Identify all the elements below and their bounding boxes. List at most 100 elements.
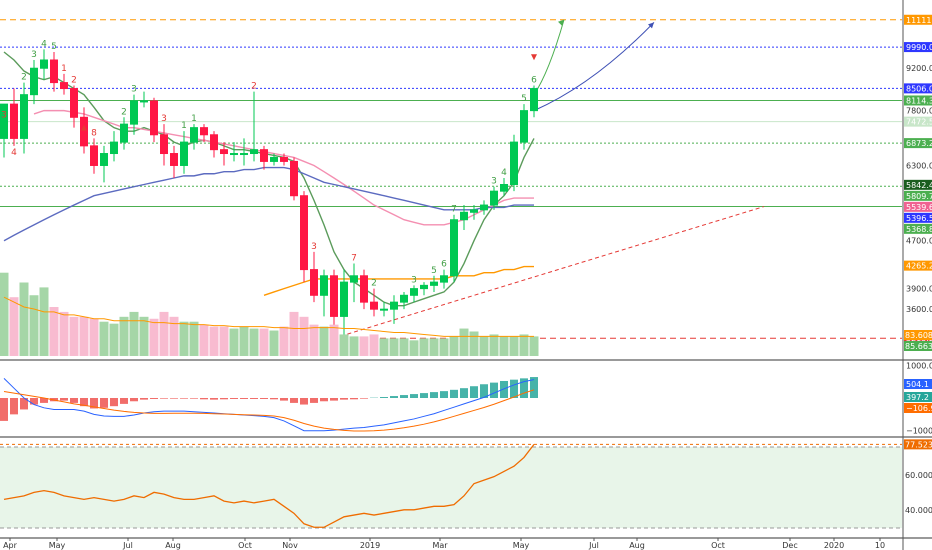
candle[interactable] [250,91,258,162]
candle[interactable] [180,131,188,174]
time-tick-label: 10 [875,541,885,550]
candle[interactable] [480,200,488,215]
candle-body [440,275,448,283]
candle[interactable] [500,178,508,196]
time-tick-label: Mar [432,541,448,550]
candle[interactable] [390,295,398,324]
macd-value-box [904,403,932,413]
candle[interactable] [370,288,378,317]
candle[interactable] [260,145,268,170]
candle-body [80,116,88,147]
td-count-label: 3 [311,242,317,252]
candle-body [310,269,318,296]
candle-body [480,204,488,211]
candle[interactable] [330,269,338,332]
candle[interactable] [150,97,158,143]
volume-bar [89,318,99,356]
price-axis[interactable]: 9200.0 7800.0 6300.0 4700.0 3900.0 3600.0 1111… [904,14,932,515]
candle[interactable] [270,153,278,166]
volume-bar [189,321,199,356]
candle[interactable] [90,138,98,174]
candle-body [110,141,118,155]
macd-value-text: 397.2 [906,393,929,402]
candle[interactable] [320,269,328,317]
macd-histogram-bar [70,398,78,403]
candle-body [350,275,358,283]
candle[interactable] [160,124,168,166]
candle[interactable] [490,186,498,210]
time-tick-label: Jul [122,541,133,550]
td-count-label: 5 [51,42,57,52]
candle[interactable] [300,191,308,283]
candle[interactable] [380,302,388,317]
candle[interactable] [350,263,358,303]
td-count-label: 3 [131,85,137,95]
candle-body [180,141,188,166]
candle[interactable] [230,142,238,162]
candle[interactable] [510,134,518,192]
candle[interactable] [530,85,538,118]
candle[interactable] [340,269,348,340]
macd-panel[interactable] [0,377,538,432]
candle-body [20,94,28,139]
candle-body [520,110,528,143]
macd-value-text: −106.9 [906,404,932,413]
macd-tick-label: 1000.0 [906,361,932,370]
level-label-box [904,116,932,127]
candle[interactable] [280,153,288,166]
candle[interactable] [470,205,478,220]
candle[interactable] [430,275,438,292]
candle[interactable] [40,49,48,80]
volume-bar [0,272,9,356]
candle-body [530,88,538,112]
level-label-box [904,223,932,234]
candle[interactable] [70,85,78,128]
candle[interactable] [290,157,298,201]
macd-tick-label: −1000.0 [906,427,932,436]
candle[interactable] [410,285,418,303]
candle-body [450,219,458,277]
candle[interactable] [420,282,428,296]
candle[interactable] [400,291,408,310]
candle[interactable] [60,73,68,95]
candle[interactable] [140,91,148,108]
macd-histogram-bar [60,398,68,401]
candle-body [240,153,248,156]
candle[interactable] [190,124,198,150]
macd-histogram-bar [160,398,168,399]
candle[interactable] [210,131,218,158]
price-tick-label: 3600.0 [906,305,932,314]
time-axis[interactable]: Apr May Jul Aug Oct Nov 2019 Mar May Jul Aug Oct Dec… [3,538,885,550]
volume-bar [399,338,409,356]
candle-body [30,67,38,96]
candle[interactable] [120,117,128,150]
candle[interactable] [0,103,8,158]
rsi-panel[interactable] [0,443,902,528]
candle[interactable] [460,205,468,231]
candle[interactable] [200,124,208,143]
time-tick-label: 2020 [824,541,844,550]
candle[interactable] [110,131,118,162]
candle[interactable] [100,145,108,183]
macd-histogram-bar [110,398,118,407]
candle[interactable] [520,104,528,150]
candle[interactable] [310,251,318,303]
volume-bar [249,328,259,356]
candle[interactable] [50,52,58,92]
candle[interactable] [440,269,448,289]
candle[interactable] [240,138,248,166]
macd-histogram-bar [300,398,308,405]
candle[interactable] [130,94,138,135]
candle[interactable] [360,269,368,310]
volume-bar [449,336,459,356]
level-label-box [904,42,932,53]
candle[interactable] [10,88,18,146]
candle[interactable] [20,82,28,154]
candle[interactable] [30,59,38,105]
candle[interactable] [220,142,228,166]
volume-panel[interactable] [0,272,539,356]
candle[interactable] [170,145,178,178]
volume-bar [279,326,289,356]
candle[interactable] [450,214,458,283]
